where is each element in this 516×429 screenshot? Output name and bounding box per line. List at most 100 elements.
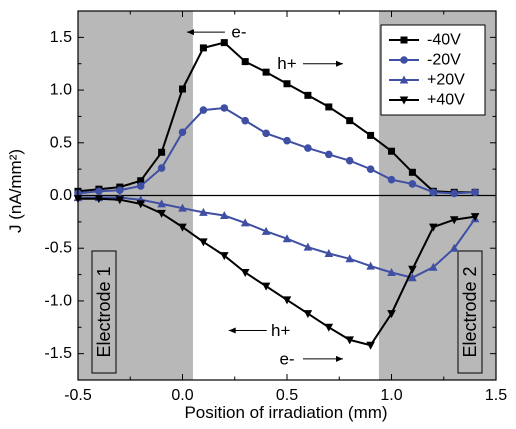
annotation-1: e-	[186, 23, 246, 42]
y-tick-label: 1.5	[50, 29, 72, 46]
data-point	[345, 156, 354, 165]
x-tick-label: 0.0	[171, 387, 193, 404]
legend-label: +20V	[427, 72, 465, 89]
data-point	[387, 175, 396, 184]
data-point	[346, 117, 354, 125]
data-point	[262, 68, 270, 76]
data-point	[408, 168, 416, 176]
data-point	[157, 209, 166, 218]
legend-entry-4: +40V	[389, 92, 465, 109]
data-point	[220, 252, 229, 261]
data-point	[261, 226, 271, 235]
electrode-label-1: Electrode 1	[94, 266, 114, 357]
data-point	[303, 310, 313, 319]
x-tick-label: 1.0	[380, 387, 402, 404]
data-point	[387, 310, 396, 319]
legend-marker	[400, 56, 408, 64]
annotation-text-1: e-	[231, 23, 246, 42]
data-point	[345, 336, 354, 345]
y-tick-label: -1.0	[44, 292, 72, 309]
data-point	[283, 136, 291, 145]
annotation-arrowhead-4	[336, 355, 343, 362]
data-point	[116, 186, 124, 195]
annotation-2: h+	[277, 54, 343, 73]
data-point	[471, 188, 479, 197]
data-point	[178, 223, 187, 232]
data-point	[282, 296, 292, 305]
series-line-1	[77, 41, 476, 194]
annotation-text-2: h+	[277, 54, 296, 73]
y-tick-label: 0.0	[50, 187, 72, 204]
legend-marker	[400, 36, 408, 44]
data-point	[283, 80, 291, 88]
data-point	[136, 182, 145, 190]
series-4	[73, 195, 480, 350]
data-point	[408, 180, 417, 188]
data-point	[262, 129, 270, 138]
data-point	[408, 273, 417, 282]
data-point	[367, 131, 375, 139]
data-point	[304, 144, 312, 152]
data-point	[429, 188, 438, 197]
data-point	[220, 39, 228, 47]
data-point	[220, 104, 229, 112]
data-point	[450, 189, 459, 198]
legend-label: +40V	[427, 92, 465, 109]
annotation-4: e-	[279, 349, 343, 368]
series-line-4	[78, 197, 476, 347]
data-point	[240, 268, 250, 277]
data-point	[324, 323, 334, 332]
data-point	[345, 254, 354, 263]
legend: -40V -20V +20V +40V	[380, 24, 486, 116]
annotation-arrowhead-2	[336, 60, 343, 67]
data-point	[179, 85, 186, 93]
data-point	[387, 267, 396, 276]
series-layer	[73, 39, 480, 350]
data-point	[178, 203, 187, 212]
data-point	[178, 128, 187, 137]
annotation-text-3: h+	[271, 321, 290, 340]
data-point	[325, 103, 333, 111]
data-point	[240, 218, 250, 227]
y-tick-label: 1.0	[50, 82, 72, 99]
data-point	[94, 195, 104, 204]
data-point	[115, 196, 125, 205]
y-tick-label: -0.5	[44, 240, 72, 257]
data-point	[199, 44, 207, 52]
data-point	[199, 238, 208, 247]
electrode-label-box-2	[457, 250, 483, 374]
data-point	[220, 211, 229, 220]
annotation-3: h+	[228, 321, 290, 340]
data-point	[241, 58, 249, 66]
data-point	[470, 213, 480, 222]
annotation-text-4: e-	[279, 349, 294, 368]
x-tick-label: 1.5	[485, 387, 507, 404]
legend-entry-3: +20V	[389, 72, 465, 89]
electrode-label-2: Electrode 2	[460, 266, 480, 357]
data-point	[366, 261, 375, 270]
y-tick-label: -1.5	[44, 345, 72, 362]
data-point	[158, 148, 166, 156]
data-point	[324, 248, 334, 257]
y-tick-label: 0.5	[50, 134, 72, 151]
data-point	[449, 243, 459, 252]
data-point	[136, 200, 145, 209]
data-point	[366, 165, 375, 173]
data-point	[449, 216, 459, 225]
data-point	[303, 242, 313, 251]
annotation-arrowhead-1	[186, 29, 194, 36]
data-point	[157, 164, 166, 172]
y-axis-label: J (nA/mm²)	[6, 149, 25, 233]
data-point	[325, 150, 333, 159]
data-point	[199, 207, 208, 216]
x-axis-label: Position of irradiation (mm)	[184, 403, 387, 422]
data-point	[282, 234, 292, 243]
data-point	[261, 282, 271, 291]
x-tick-label: 0.5	[276, 387, 298, 404]
annotations-layer: e-h+ h+ e-	[186, 23, 343, 368]
data-point	[429, 223, 438, 232]
data-point	[199, 106, 208, 114]
legend-marker	[399, 96, 409, 105]
data-point	[157, 199, 166, 208]
